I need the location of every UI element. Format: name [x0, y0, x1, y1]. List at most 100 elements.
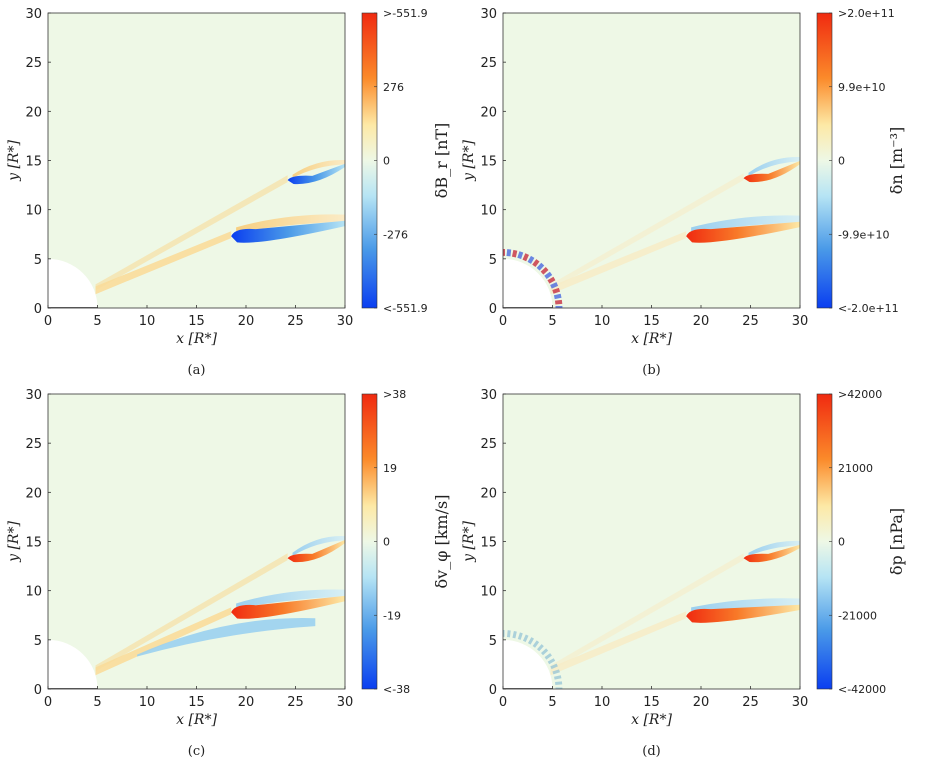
- y-tick-label: 10: [480, 585, 497, 600]
- ring-disturbance: [506, 630, 511, 638]
- ring-disturbance: [550, 282, 559, 289]
- feature-positive: [743, 544, 800, 563]
- x-tick-label: 30: [337, 695, 354, 710]
- panel-caption: (a): [188, 363, 206, 378]
- wake-streak: [95, 175, 288, 291]
- feature-halo: [292, 536, 345, 557]
- ring-disturbance: [506, 249, 512, 257]
- y-tick-label: 15: [480, 536, 497, 551]
- colorbar-tick-label: 0: [838, 155, 845, 168]
- y-tick-label: 10: [25, 204, 42, 219]
- colorbar-tick-label: -9.9e+10: [838, 228, 889, 241]
- negative-wake: [137, 617, 316, 657]
- ring-disturbance: [511, 249, 518, 258]
- ring-disturbance: [522, 634, 529, 643]
- ring-disturbance: [517, 251, 524, 260]
- ring-disturbance: [553, 293, 562, 300]
- star-disk: [503, 639, 553, 689]
- x-tick-label: 20: [238, 314, 255, 329]
- ring-disturbance: [527, 255, 535, 264]
- ring-disturbance: [540, 648, 549, 656]
- ring-disturbance: [512, 630, 517, 639]
- panel-c: 0 5 10 15 20 25 30 0 5 10 15 20 25 30 x [R*] y [R*] >38 1…: [6, 388, 451, 759]
- y-tick-label: 30: [25, 7, 42, 22]
- colorbar-tick-label: 0: [383, 155, 390, 168]
- colorbar-tick-label: 276: [383, 81, 404, 94]
- ring-disturbance: [522, 253, 529, 262]
- y-tick-label: 0: [489, 683, 497, 698]
- wake-streak: [95, 607, 232, 676]
- y-tick-label: 0: [34, 302, 42, 317]
- star-disk: [48, 639, 98, 689]
- colorbar-tick-label: -276: [383, 228, 408, 241]
- x-axis-label: x [R*]: [176, 712, 217, 728]
- x-tick-label: 15: [188, 314, 205, 329]
- x-tick-label: 5: [93, 695, 101, 710]
- panel-caption: (b): [642, 363, 660, 378]
- y-tick-label: 20: [480, 486, 497, 501]
- colorbar-tick-label: >-551.9: [383, 7, 428, 20]
- x-axis-label: x [R*]: [176, 331, 217, 347]
- y-tick-label: 30: [480, 7, 497, 22]
- ring-disturbance: [527, 637, 534, 645]
- wake-streak: [550, 611, 687, 676]
- feature-positive: [231, 595, 345, 619]
- x-tick-label: 25: [742, 695, 759, 710]
- x-axis-label: x [R*]: [631, 331, 672, 347]
- panel-caption: (c): [188, 744, 205, 759]
- y-axis-label: y [R*]: [6, 140, 22, 182]
- panel-a: 0 5 10 15 20 25 30 0 5 10 15 20 25 30 x [R*] y [R*] >-55…: [6, 7, 451, 378]
- y-tick-label: 10: [25, 585, 42, 600]
- y-axis-label: y [R*]: [461, 140, 477, 182]
- x-tick-label: 20: [693, 695, 710, 710]
- x-tick-label: 5: [93, 314, 101, 329]
- colorbar-tick-label: 0: [383, 536, 390, 549]
- y-tick-label: 25: [25, 56, 42, 71]
- colorbar-tick-label: 0: [838, 536, 845, 549]
- ring-disturbance: [547, 658, 556, 665]
- ring-disturbance: [547, 276, 556, 284]
- feature-positive: [743, 160, 800, 183]
- star-disk: [48, 258, 98, 308]
- y-tick-label: 0: [489, 302, 497, 317]
- x-tick-label: 15: [643, 314, 660, 329]
- feature-positive: [686, 221, 800, 243]
- x-tick-label: 30: [792, 314, 809, 329]
- feature-halo: [748, 540, 800, 557]
- x-tick-label: 10: [594, 314, 611, 329]
- y-tick-label: 25: [480, 437, 497, 452]
- heatmap-field: [48, 159, 345, 308]
- x-tick-label: 0: [44, 695, 52, 710]
- star-disk: [503, 258, 553, 308]
- y-tick-label: 10: [480, 204, 497, 219]
- y-tick-label: 20: [25, 486, 42, 501]
- x-tick-label: 0: [44, 314, 52, 329]
- x-tick-label: 15: [188, 695, 205, 710]
- colorbar-tick-label: -19: [383, 609, 401, 622]
- ring-disturbance: [554, 675, 562, 680]
- panel-caption: (d): [642, 744, 660, 759]
- ring-disturbance: [517, 632, 523, 640]
- y-tick-label: 5: [489, 253, 497, 268]
- y-tick-label: 15: [25, 536, 42, 551]
- x-tick-label: 5: [548, 314, 556, 329]
- x-tick-label: 20: [693, 314, 710, 329]
- heatmap-field: [503, 156, 800, 308]
- heatmap-background: [48, 13, 345, 308]
- ring-disturbance: [555, 681, 563, 686]
- ring-disturbance: [552, 669, 560, 675]
- ring-disturbance: [552, 287, 561, 294]
- colorbar-label: δv_φ [km/s]: [432, 495, 451, 589]
- ring-disturbance: [532, 640, 540, 648]
- y-axis-label: y [R*]: [6, 521, 22, 563]
- feature-halo: [748, 156, 800, 177]
- feature-negative: [287, 163, 345, 185]
- y-axis-label: y [R*]: [461, 521, 477, 563]
- y-tick-label: 20: [25, 105, 42, 120]
- x-tick-label: 30: [792, 695, 809, 710]
- y-tick-label: 25: [480, 56, 497, 71]
- y-tick-label: 15: [480, 155, 497, 170]
- x-axis-label: x [R*]: [631, 712, 672, 728]
- heatmap-field: [48, 536, 345, 689]
- colorbar-label: δB_r [nT]: [432, 123, 451, 199]
